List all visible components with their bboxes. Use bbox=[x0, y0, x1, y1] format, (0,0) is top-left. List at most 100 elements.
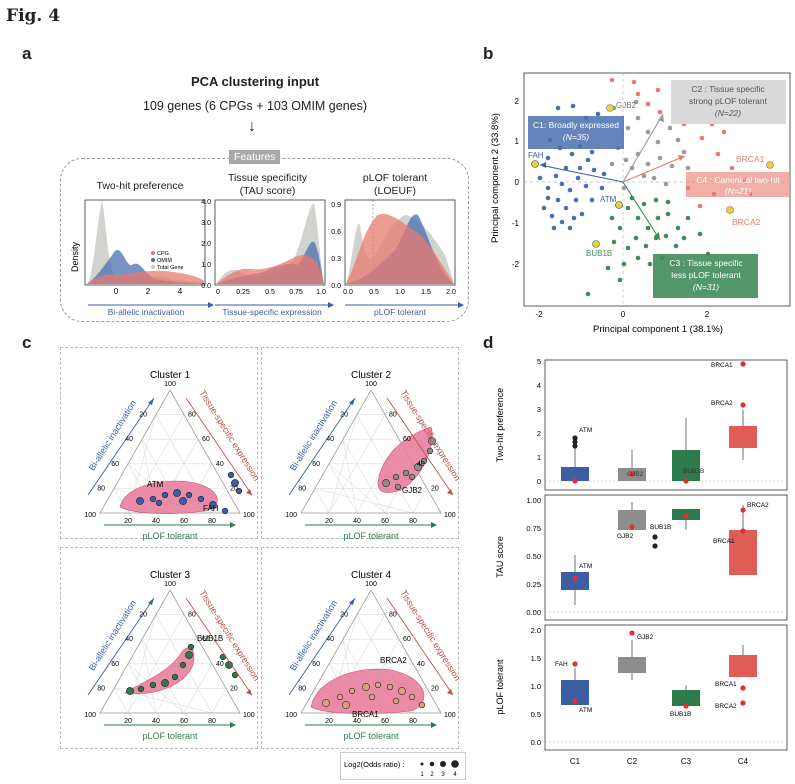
svg-text:(N=21): (N=21) bbox=[725, 186, 751, 196]
pca-point bbox=[635, 255, 641, 261]
svg-text:C1: Broadly expressed: C1: Broadly expressed bbox=[533, 120, 619, 130]
xlabel-plof: pLOF tolerant bbox=[374, 307, 427, 317]
svg-text:60: 60 bbox=[312, 661, 320, 668]
pca-point bbox=[625, 245, 631, 251]
pca-point bbox=[537, 175, 543, 181]
pca-point bbox=[645, 129, 651, 135]
svg-text:BRCA2: BRCA2 bbox=[747, 502, 769, 509]
pca-point bbox=[675, 137, 681, 143]
pca-point bbox=[617, 277, 623, 283]
pca-point bbox=[567, 187, 573, 193]
svg-text:2.0: 2.0 bbox=[531, 626, 541, 635]
svg-text:0.6: 0.6 bbox=[331, 229, 341, 236]
svg-text:0.00: 0.00 bbox=[526, 608, 541, 617]
svg-text:40: 40 bbox=[216, 461, 224, 468]
pca-point bbox=[625, 125, 631, 131]
svg-text:BRCA1: BRCA1 bbox=[715, 681, 737, 688]
pca-point bbox=[609, 215, 615, 221]
svg-text:60: 60 bbox=[202, 436, 210, 443]
pca-point bbox=[545, 185, 551, 191]
category-c3: C3 bbox=[681, 757, 692, 766]
svg-text:60: 60 bbox=[111, 461, 119, 468]
ternary-bottom-label: pLOF tolerant bbox=[142, 531, 198, 541]
ternary-point bbox=[197, 495, 205, 503]
ternary-point bbox=[231, 671, 239, 679]
pca-point bbox=[631, 79, 637, 85]
svg-text:0: 0 bbox=[537, 477, 541, 486]
svg-text:80: 80 bbox=[188, 612, 196, 619]
pca-point bbox=[609, 161, 615, 167]
pca-point bbox=[551, 225, 557, 231]
pca-point bbox=[559, 219, 565, 225]
pca-point bbox=[655, 139, 661, 145]
svg-text:60: 60 bbox=[403, 436, 411, 443]
pca-point bbox=[657, 109, 663, 115]
pca-point bbox=[609, 77, 615, 83]
ternary-point bbox=[402, 469, 410, 477]
svg-text:5: 5 bbox=[537, 357, 541, 366]
ternary-point bbox=[336, 693, 344, 701]
legend-cpg: CPG bbox=[157, 251, 169, 257]
ternary-point bbox=[173, 489, 181, 497]
ternary-gene-label: FAH bbox=[203, 504, 219, 513]
pca-point bbox=[629, 195, 635, 201]
svg-text:20: 20 bbox=[124, 518, 132, 525]
pca-point bbox=[699, 135, 705, 141]
svg-text:80: 80 bbox=[208, 718, 216, 725]
svg-text:0.3: 0.3 bbox=[331, 256, 341, 263]
svg-text:BUB1B: BUB1B bbox=[650, 524, 671, 531]
density-subplot-1: CPG OMIM Total Gene 0 2 4 Bi-allelic ina… bbox=[84, 199, 214, 317]
ternary-point bbox=[221, 507, 229, 515]
svg-text:20: 20 bbox=[230, 685, 238, 692]
pca-point bbox=[653, 197, 659, 203]
panel-b-pca-scatter: Principal component 2 (33.8%) Principal … bbox=[490, 72, 791, 335]
ternary-point bbox=[362, 683, 370, 691]
pca-point bbox=[563, 205, 569, 211]
svg-text:(N=31): (N=31) bbox=[693, 282, 719, 292]
legend-omim: OMIM bbox=[157, 258, 172, 264]
svg-text:2: 2 bbox=[537, 429, 541, 438]
svg-text:pLOF tolerant: pLOF tolerant bbox=[495, 659, 505, 715]
features-badge: Features bbox=[229, 150, 281, 164]
pca-point bbox=[579, 211, 585, 217]
panel-a-density-plots: Density CPG OMIM Total Gene 0 2 4 Bi-all… bbox=[70, 199, 464, 317]
pca-point bbox=[633, 99, 639, 105]
svg-text:100: 100 bbox=[285, 512, 297, 519]
svg-text:80: 80 bbox=[389, 412, 397, 419]
svg-text:20: 20 bbox=[139, 612, 147, 619]
ternary-point bbox=[414, 463, 422, 471]
pca-point bbox=[663, 233, 669, 239]
svg-text:20: 20 bbox=[431, 685, 439, 692]
svg-text:20: 20 bbox=[340, 412, 348, 419]
pca-point bbox=[651, 175, 657, 181]
svg-text:0.0: 0.0 bbox=[201, 283, 211, 290]
pca-point bbox=[665, 199, 671, 205]
ternary-gene-label: BRCA1 bbox=[352, 710, 379, 719]
svg-text:ATM: ATM bbox=[579, 563, 592, 570]
pca-point bbox=[641, 173, 647, 179]
pca-point bbox=[591, 167, 597, 173]
svg-text:80: 80 bbox=[188, 412, 196, 419]
pca-point bbox=[665, 211, 671, 217]
svg-text:GJB2: GJB2 bbox=[637, 634, 654, 641]
pca-point bbox=[585, 157, 591, 163]
pca-point bbox=[569, 151, 575, 157]
svg-text:20: 20 bbox=[230, 485, 238, 492]
legend-a: CPG OMIM Total Gene bbox=[151, 251, 184, 271]
ternary-point bbox=[149, 681, 157, 689]
svg-text:3.0: 3.0 bbox=[201, 220, 211, 227]
svg-text:(N=35): (N=35) bbox=[563, 132, 589, 142]
svg-text:0.0: 0.0 bbox=[331, 283, 341, 290]
pca-point bbox=[611, 239, 617, 245]
svg-text:0.75: 0.75 bbox=[289, 289, 303, 296]
svg-text:1.5: 1.5 bbox=[421, 289, 431, 296]
svg-text:20: 20 bbox=[325, 718, 333, 725]
svg-text:1.0: 1.0 bbox=[395, 289, 405, 296]
pca-point bbox=[589, 149, 595, 155]
svg-text:BRCA1: BRCA1 bbox=[736, 154, 765, 164]
svg-text:4: 4 bbox=[453, 772, 457, 778]
svg-text:80: 80 bbox=[409, 518, 417, 525]
svg-text:40: 40 bbox=[216, 661, 224, 668]
